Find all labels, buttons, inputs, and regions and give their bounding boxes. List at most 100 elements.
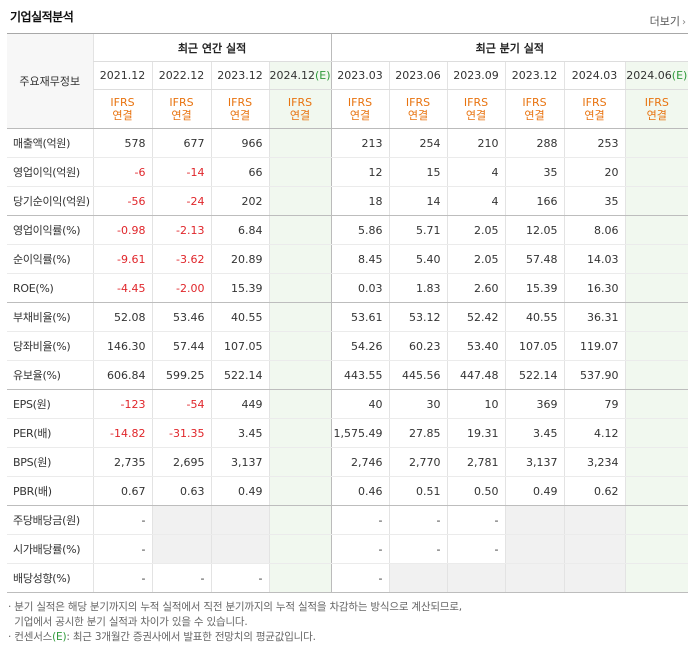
value-cell: 0.46 [330,476,390,506]
accounting-standard: IFRS 연결 [210,89,269,129]
value-cell: 8.06 [563,215,626,245]
standard-consolidated: 연결 [171,109,192,122]
value-cell: 578 [92,128,152,158]
value-cell: 52.08 [92,302,152,332]
value-cell: 16.30 [563,273,626,303]
value-cell [268,128,332,158]
value-cell: 0.49 [504,476,565,506]
value-cell: 5.86 [330,215,390,245]
standard-consolidated: 연결 [349,109,371,122]
value-cell [624,476,689,506]
table-row: 주당배당금(원) - - - - [7,505,689,535]
value-cell [268,360,332,390]
value-cell: -0.98 [92,215,152,245]
value-cell: 10 [446,389,506,419]
value-cell: 35 [504,157,565,187]
value-cell: 0.63 [151,476,211,506]
period-header: 2023.03 [330,61,390,90]
value-cell [624,215,689,245]
value-cell: -2.00 [151,273,211,303]
period-label: 2023.12 [217,69,263,82]
value-cell: -14 [151,157,211,187]
value-cell: 1.83 [388,273,448,303]
value-cell: 12.05 [504,215,565,245]
value-cell [268,389,332,419]
value-cell: - [446,534,506,564]
value-cell: 0.49 [210,476,269,506]
value-cell: 537.90 [563,360,626,390]
value-cell [268,273,332,303]
value-cell: 27.85 [388,418,448,448]
value-cell [210,505,269,535]
row-label: 당기순이익(억원) [7,186,93,216]
accounting-standard: IFRS 연결 [92,89,152,129]
value-cell: 57.44 [151,331,211,361]
accounting-standard: IFRS 연결 [151,89,211,129]
footnote-1: · 분기 실적은 해당 분기까지의 누적 실적에서 직전 분기까지의 누적 실적… [8,601,462,613]
value-cell [504,563,565,593]
estimate-mark: (E) [315,69,331,82]
value-cell [624,360,689,390]
accounting-standard: IFRS 연결 [563,89,626,129]
standard-ifrs: IFRS [582,96,607,109]
value-cell: 445.56 [388,360,448,390]
value-cell: 79 [563,389,626,419]
value-cell: 14 [388,186,448,216]
value-cell: 40.55 [210,302,269,332]
value-cell [504,505,565,535]
value-cell [268,244,332,274]
value-cell: 20.89 [210,244,269,274]
annual-group-header: 최근 연간 실적 [92,33,332,62]
value-cell [268,418,332,448]
value-cell [563,534,626,564]
table-row: EPS(원) -123 -54 449 40 30 10 369 79 [7,389,689,419]
value-cell: -9.61 [92,244,152,274]
more-label: 더보기 [649,15,680,28]
value-cell [210,534,269,564]
row-label: EPS(원) [7,389,93,419]
row-header-label: 주요재무정보 [7,33,93,129]
accounting-standard: IFRS 연결 [624,89,689,129]
table-row: 순이익률(%) -9.61 -3.62 20.89 8.45 5.40 2.05 57.48 1… [7,244,689,274]
row-label: ROE(%) [7,273,93,303]
value-cell: 522.14 [210,360,269,390]
section-title: 기업실적분석 [10,10,74,24]
value-cell: 119.07 [563,331,626,361]
more-link[interactable]: 더보기 › [650,13,686,29]
row-label: 시가배당률(%) [7,534,93,564]
value-cell: 36.31 [563,302,626,332]
value-cell [268,331,332,361]
value-cell [504,534,565,564]
value-cell: -31.35 [151,418,211,448]
value-cell [151,505,211,535]
period-header: 2023.06 [388,61,448,90]
value-cell: -24 [151,186,211,216]
value-cell: 213 [330,128,390,158]
value-cell: 166 [504,186,565,216]
value-cell: 12 [330,157,390,187]
period-label: 2023.12 [511,69,558,82]
value-cell: - [151,563,211,593]
value-cell: 40.55 [504,302,565,332]
row-label: BPS(원) [7,447,93,477]
standard-ifrs: IFRS [405,96,431,109]
period-header: 2023.12 [210,61,269,90]
standard-ifrs: IFRS [287,96,313,109]
table-row: ROE(%) -4.45 -2.00 15.39 0.03 1.83 2.60 15.39 16… [7,273,689,303]
value-cell: 2.60 [446,273,506,303]
table-row: 매출액(억원) 578 677 966 213 254 210 288 253 [7,128,689,158]
table-row: 부채비율(%) 52.08 53.46 40.55 53.61 53.12 52.42 40.… [7,302,689,332]
value-cell [268,447,332,477]
value-cell: 66 [210,157,269,187]
period-header: 2023.12 [504,61,565,90]
standard-consolidated: 연결 [289,109,311,122]
value-cell [388,563,448,593]
standard-consolidated: 연결 [407,109,429,122]
value-cell: 0.62 [563,476,626,506]
value-cell: 14.03 [563,244,626,274]
value-cell [268,186,332,216]
standard-ifrs: IFRS [169,96,194,109]
table-row: 영업이익(억원) -6 -14 66 12 15 4 35 20 [7,157,689,187]
standard-consolidated: 연결 [465,109,487,122]
period-header: 2024.03 [563,61,626,90]
